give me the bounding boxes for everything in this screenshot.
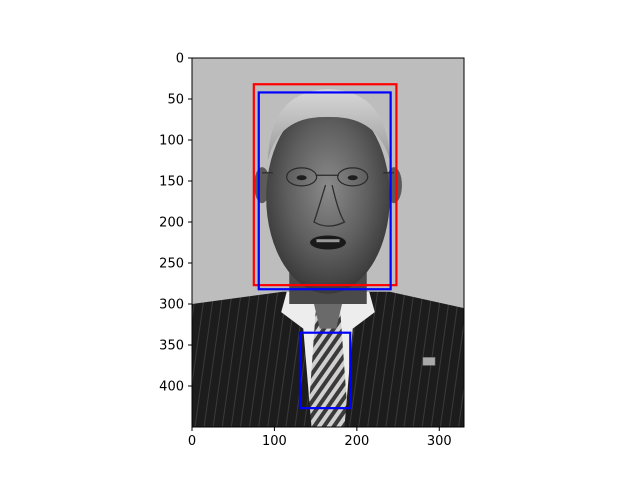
teeth [316,239,340,243]
y-tick-label: 400 [159,380,184,395]
y-axis-ticks: 0 50 100 150 200 250 300 350 400 [159,52,192,395]
nose [313,184,346,227]
right-lapel [344,304,399,427]
left-eye [296,175,307,181]
y-tick-label: 350 [159,339,184,354]
y-tick-label: 200 [159,216,184,231]
x-axis-ticks: 0 100 200 300 [188,427,452,449]
hair [267,89,390,161]
eyeglasses [262,167,394,187]
portrait-photo [192,58,464,427]
x-tick-label: 0 [188,434,196,449]
striped-tie [307,312,349,427]
blue-face-box [257,91,392,291]
y-tick-label: 300 [159,298,184,313]
axes-frame [191,57,465,428]
y-tick-label: 150 [159,175,184,190]
x-tick-label: 100 [262,434,287,449]
flag-pin-icon [422,356,436,366]
face [266,101,390,294]
red-face-box [252,83,398,287]
y-tick-label: 100 [159,134,184,149]
y-tick-label: 50 [167,93,184,108]
x-tick-label: 200 [344,434,369,449]
blue-tie-box [298,331,352,410]
y-tick-label: 250 [159,257,184,272]
tie-knot [313,304,343,329]
x-tick-label: 300 [427,434,452,449]
mouth [310,235,346,250]
left-lapel [257,304,312,427]
bounding-boxes [252,83,398,410]
y-tick-label: 0 [176,52,184,67]
right-eye [347,175,358,181]
